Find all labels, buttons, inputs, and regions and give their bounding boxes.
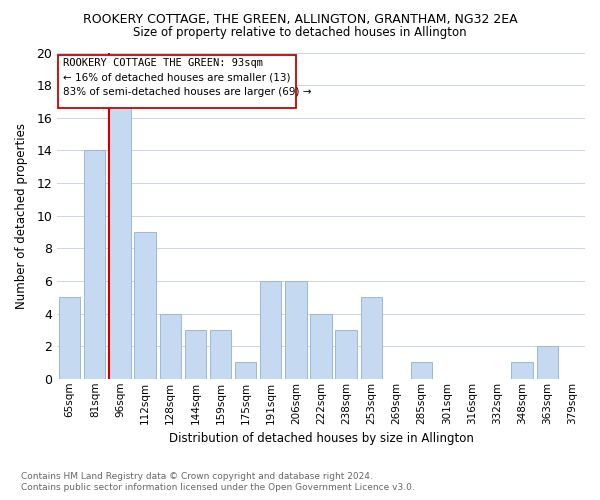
Text: Contains public sector information licensed under the Open Government Licence v3: Contains public sector information licen… [21,483,415,492]
Text: ← 16% of detached houses are smaller (13): ← 16% of detached houses are smaller (13… [62,73,290,83]
Bar [235,362,256,379]
Bar [59,297,80,379]
Bar [411,362,432,379]
Bar [109,102,131,379]
Bar [84,150,106,379]
Text: Contains HM Land Registry data © Crown copyright and database right 2024.: Contains HM Land Registry data © Crown c… [21,472,373,481]
Text: Size of property relative to detached houses in Allington: Size of property relative to detached ho… [133,26,467,39]
Bar [335,330,357,379]
Bar [210,330,231,379]
Bar [285,281,307,379]
Text: ROOKERY COTTAGE THE GREEN: 93sqm: ROOKERY COTTAGE THE GREEN: 93sqm [62,58,263,68]
Bar [185,330,206,379]
Bar [536,346,558,379]
X-axis label: Distribution of detached houses by size in Allington: Distribution of detached houses by size … [169,432,473,445]
Bar [361,297,382,379]
Bar [160,314,181,379]
FancyBboxPatch shape [58,55,296,108]
Bar [134,232,156,379]
Bar [310,314,332,379]
Bar [260,281,281,379]
Text: ROOKERY COTTAGE, THE GREEN, ALLINGTON, GRANTHAM, NG32 2EA: ROOKERY COTTAGE, THE GREEN, ALLINGTON, G… [83,12,517,26]
Y-axis label: Number of detached properties: Number of detached properties [15,122,28,308]
Bar [511,362,533,379]
Text: 83% of semi-detached houses are larger (69) →: 83% of semi-detached houses are larger (… [62,87,311,97]
